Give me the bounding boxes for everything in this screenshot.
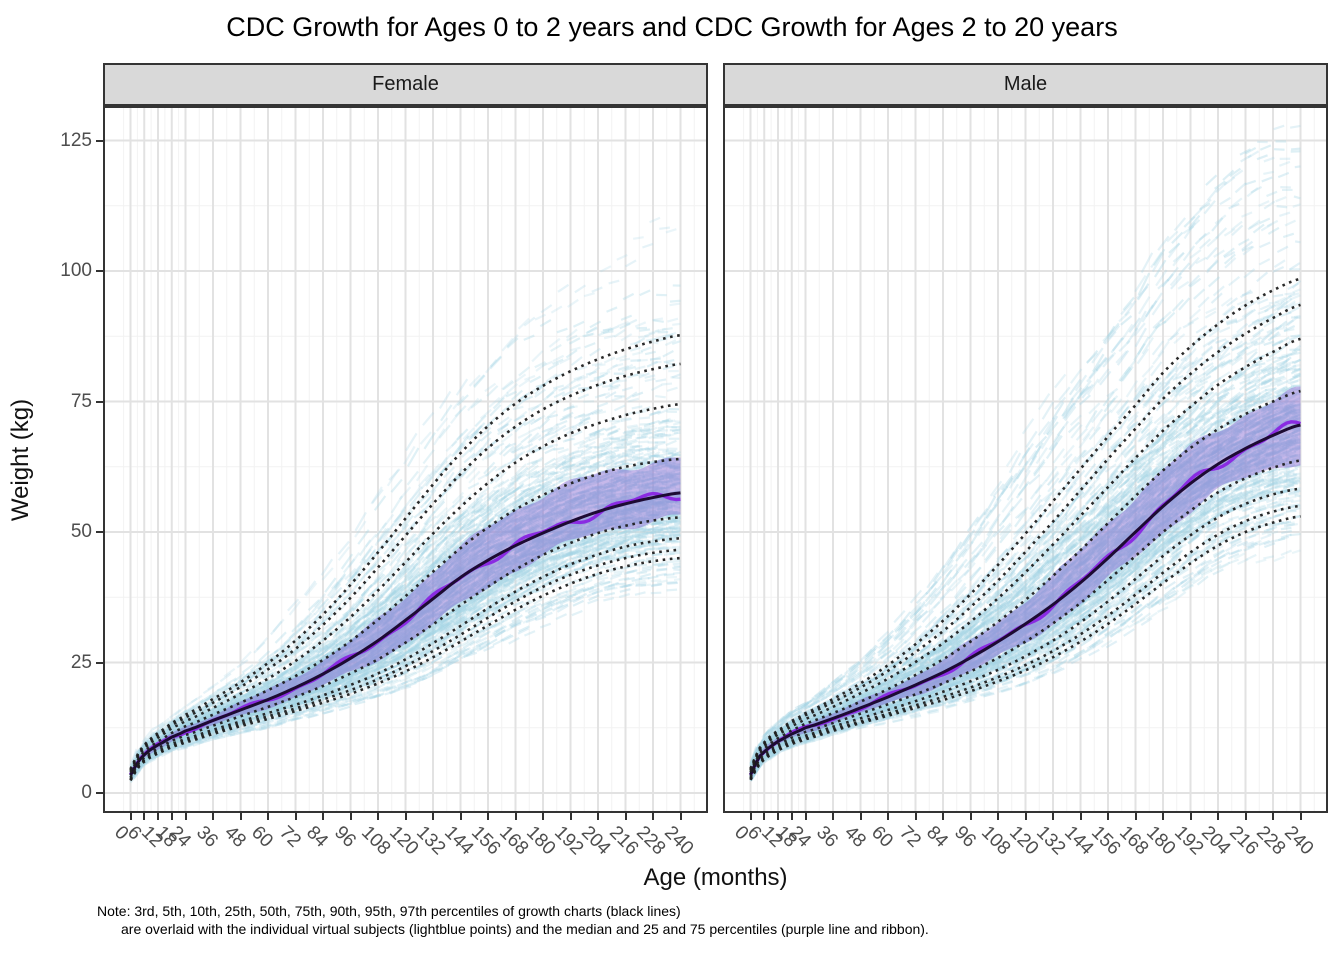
x-tick-mark (170, 813, 173, 820)
x-tick-mark (1079, 813, 1082, 820)
x-tick-label: 60 (247, 822, 277, 852)
y-tick-label: 25 (70, 651, 92, 673)
x-tick-label: 60 (867, 822, 897, 852)
y-axis-title: Weight (kg) (7, 398, 34, 522)
x-tick-label: 36 (192, 822, 222, 852)
y-tick-label: 0 (81, 782, 92, 803)
y-tick-mark (96, 531, 103, 533)
x-tick-mark (239, 813, 242, 820)
x-tick-mark (832, 813, 834, 820)
x-tick-mark (1107, 813, 1109, 820)
x-tick-mark (514, 813, 517, 820)
chart-title: CDC Growth for Ages 0 to 2 years and CDC… (226, 12, 1118, 42)
x-tick-label: 48 (219, 822, 250, 852)
x-tick-mark (1052, 813, 1054, 820)
y-tick-mark (96, 792, 103, 794)
x-tick-mark (1244, 813, 1247, 820)
panel-female (103, 106, 708, 813)
x-tick-mark (1162, 813, 1164, 820)
note-line-1: Note: 3rd, 5th, 10th, 25th, 50th, 75th, … (97, 903, 681, 919)
x-tick-mark (1272, 813, 1274, 820)
x-tick-mark (157, 813, 159, 820)
x-tick-mark (569, 813, 572, 820)
x-tick-mark (184, 813, 187, 820)
x-tick-label: 240 (1279, 822, 1317, 860)
y-tick-mark (96, 400, 103, 403)
x-tick-mark (969, 813, 972, 820)
x-tick-label: 72 (894, 822, 925, 852)
x-tick-mark (749, 813, 752, 820)
x-tick-mark (377, 813, 379, 820)
x-tick-mark (1217, 813, 1219, 820)
x-tick-label: 96 (949, 822, 980, 852)
x-tick-mark (859, 813, 862, 820)
x-tick-mark (1299, 813, 1302, 820)
x-tick-mark (542, 813, 544, 820)
y-tick-mark (96, 661, 103, 664)
x-tick-mark (459, 813, 462, 820)
x-tick-mark (763, 813, 766, 820)
facet-strip-female-label: Female (372, 73, 439, 95)
x-tick-mark (267, 813, 269, 820)
x-tick-mark (432, 813, 434, 820)
x-tick-mark (790, 813, 793, 820)
x-tick-label: 96 (329, 822, 360, 852)
x-tick-mark (322, 813, 324, 820)
x-tick-mark (294, 813, 297, 820)
note-line-2: are overlaid with the individual virtual… (121, 921, 929, 937)
x-tick-mark (914, 813, 917, 820)
panel-male (723, 106, 1328, 813)
x-tick-label: 48 (839, 822, 870, 852)
x-tick-label: 72 (274, 822, 305, 852)
x-tick-label: 84 (302, 822, 332, 852)
x-tick-mark (997, 813, 999, 820)
x-tick-mark (129, 813, 132, 820)
panel-male-canvas (725, 108, 1326, 811)
x-tick-mark (143, 813, 146, 820)
x-tick-mark (212, 813, 214, 820)
x-tick-label: 84 (922, 822, 952, 852)
panel-female-canvas (105, 108, 706, 811)
x-tick-label: 36 (812, 822, 842, 852)
x-tick-mark (1189, 813, 1192, 820)
x-tick-mark (487, 813, 489, 820)
x-axis-title: Age (months) (643, 864, 788, 891)
x-tick-mark (679, 813, 682, 820)
x-tick-label: 240 (659, 822, 697, 860)
x-tick-mark (404, 813, 407, 820)
y-tick-label: 50 (70, 521, 92, 542)
facet-strip-female: Female (103, 63, 708, 106)
x-tick-mark (777, 813, 779, 820)
y-tick-label: 100 (60, 260, 92, 281)
x-tick-mark (1134, 813, 1137, 820)
y-tick-mark (96, 139, 103, 142)
x-tick-mark (887, 813, 889, 820)
note: Note: 3rd, 5th, 10th, 25th, 50th, 75th, … (97, 902, 929, 938)
x-tick-mark (1024, 813, 1027, 820)
facet-strip-male-label: Male (1003, 73, 1048, 95)
x-tick-mark (624, 813, 627, 820)
facet-strip-male: Male (723, 63, 1328, 106)
x-tick-mark (597, 813, 599, 820)
y-tick-label: 75 (70, 390, 92, 412)
x-tick-mark (804, 813, 807, 820)
x-tick-mark (349, 813, 352, 820)
y-tick-mark (96, 270, 103, 272)
y-tick-label: 125 (60, 129, 92, 151)
x-tick-mark (652, 813, 654, 820)
x-tick-mark (942, 813, 944, 820)
